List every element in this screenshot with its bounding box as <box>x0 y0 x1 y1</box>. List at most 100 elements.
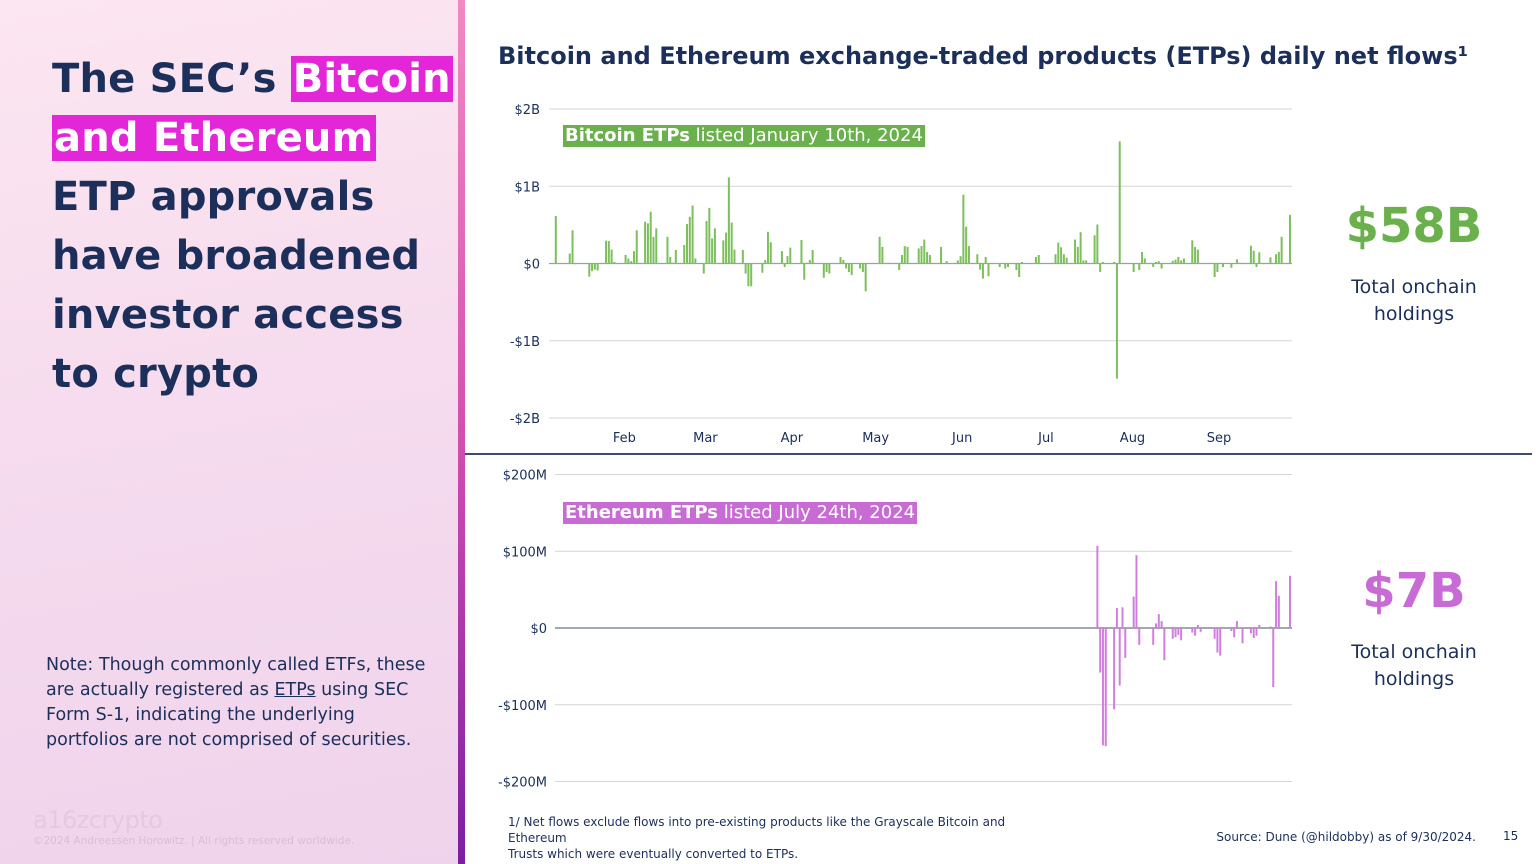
ethereum-flow-bar <box>1138 628 1141 645</box>
bitcoin-flow-bar <box>803 263 806 280</box>
bitcoin-flow-bar <box>1160 263 1163 269</box>
bitcoin-x-tick-label: Mar <box>693 431 718 446</box>
bitcoin-flow-bar <box>979 263 982 270</box>
etps-link[interactable]: ETPs <box>274 680 316 700</box>
bitcoin-y-tick-label: $1B <box>515 180 540 195</box>
title-text: The SEC’s <box>52 56 291 102</box>
eth-holdings-label: Total onchain holdings <box>1314 639 1514 693</box>
bitcoin-flow-bar <box>945 261 948 264</box>
bitcoin-flow-bar <box>1275 254 1278 264</box>
bitcoin-flow-bar <box>1216 263 1219 272</box>
bitcoin-flow-bar <box>959 256 962 264</box>
bitcoin-flow-bar <box>1101 261 1104 264</box>
ethereum-annotation: Ethereum ETPs listed July 24th, 2024 <box>563 502 918 524</box>
bitcoin-flow-bar <box>741 249 744 264</box>
ethereum-flow-bar <box>1249 628 1252 634</box>
bitcoin-flow-bar <box>730 222 733 264</box>
bitcoin-flow-bar <box>571 230 574 264</box>
bitcoin-flow-bar <box>878 236 881 264</box>
bitcoin-flow-bar <box>1141 251 1144 264</box>
bitcoin-flow-bar <box>1277 251 1280 264</box>
bitcoin-flow-bar <box>1076 246 1079 264</box>
bitcoin-flow-bar <box>627 258 630 264</box>
bitcoin-flow-bar <box>1235 259 1238 264</box>
bitcoin-flow-bar <box>806 262 809 264</box>
bitcoin-flow-bar <box>906 246 909 264</box>
bitcoin-flow-bar <box>1057 242 1060 264</box>
bitcoin-annotation: Bitcoin ETPs listed January 10th, 2024 <box>563 125 925 147</box>
bitcoin-flow-bar <box>1079 232 1082 264</box>
bitcoin-flow-bar <box>881 246 884 264</box>
bitcoin-flow-bar <box>666 236 669 264</box>
ethereum-flow-bar <box>1177 628 1180 635</box>
chart-title: Bitcoin and Ethereum exchange-traded pro… <box>498 42 1469 70</box>
bitcoin-flow-bar <box>850 263 853 276</box>
left-panel: The SEC’s Bitcoin and Ethereum ETP appro… <box>0 0 458 864</box>
bitcoin-flow-bar <box>744 263 747 274</box>
note-pre: Note: Though commonly called ETFs, these… <box>46 655 426 700</box>
bitcoin-flow-bar <box>733 249 736 264</box>
ethereum-flow-bar <box>1275 581 1278 628</box>
ethereum-flow-bar <box>1124 628 1127 658</box>
bitcoin-flow-bar <box>649 211 652 264</box>
title-line: ETP approvals <box>52 174 375 220</box>
bitcoin-flow-bar <box>1249 245 1252 264</box>
ethereum-flow-bar <box>1241 628 1244 644</box>
ethereum-flow-bar <box>1219 628 1222 656</box>
bitcoin-flow-bar <box>1115 263 1118 379</box>
bitcoin-flow-bar <box>725 232 728 264</box>
ethereum-flow-bar <box>1255 628 1258 636</box>
bitcoin-flow-bar <box>981 263 984 279</box>
bitcoin-flow-bar <box>1018 263 1021 278</box>
ethereum-flow-bar <box>1115 608 1118 628</box>
bitcoin-flow-bar <box>727 177 730 264</box>
bitcoin-flow-bar <box>688 216 691 264</box>
bitcoin-flow-bar <box>861 263 864 272</box>
ethereum-flow-bar <box>1132 596 1135 628</box>
ethereum-flow-bar <box>1194 628 1197 636</box>
bitcoin-x-tick-label: Sep <box>1207 431 1232 446</box>
bitcoin-flow-bar <box>928 255 931 264</box>
bitcoin-flow-bar <box>630 261 633 264</box>
chart-divider <box>465 453 1532 455</box>
ethereum-y-tick-label: $0 <box>530 622 547 637</box>
ethereum-flow-bar <box>1171 628 1174 639</box>
bitcoin-flow-bar <box>920 246 923 264</box>
label-line: Total onchain <box>1351 641 1477 663</box>
label-line: holdings <box>1373 303 1455 325</box>
bitcoin-flow-bar <box>956 260 959 264</box>
bitcoin-flow-bar <box>1118 141 1121 264</box>
note-post: using SEC Form S-1, indicating the under… <box>46 680 412 750</box>
bitcoin-flow-bar <box>632 251 635 264</box>
bitcoin-x-tick-label: Jul <box>1037 431 1054 446</box>
bitcoin-flow-bar <box>1085 260 1088 264</box>
bitcoin-flow-bar <box>1289 214 1291 264</box>
bitcoin-flow-bar <box>825 263 828 272</box>
label-line: Total onchain <box>1351 276 1477 298</box>
bitcoin-flow-bar <box>694 258 697 264</box>
bitcoin-y-tick-label: $2B <box>515 103 540 118</box>
bitcoin-flow-bar <box>624 255 627 264</box>
bitcoin-flow-bar <box>845 263 848 269</box>
bitcoin-flow-bar <box>884 263 887 264</box>
bitcoin-flow-bar <box>672 262 675 264</box>
bitcoin-flow-bar <box>898 263 901 271</box>
bitcoin-flow-bar <box>839 256 842 264</box>
bitcoin-flow-bar <box>1157 261 1160 264</box>
ethereum-flow-bar <box>1163 628 1166 661</box>
bitcoin-flow-bar <box>1194 246 1197 264</box>
ethereum-flow-bar <box>1216 628 1219 653</box>
bitcoin-flow-bar <box>887 262 889 264</box>
bitcoin-flow-bar <box>593 263 596 270</box>
slide-title: The SEC’s Bitcoin and Ethereum ETP appro… <box>52 50 453 404</box>
bitcoin-flow-bar <box>864 263 867 292</box>
bitcoin-x-tick-label: May <box>862 431 889 446</box>
bitcoin-flow-bar <box>1191 240 1194 264</box>
bitcoin-x-tick-label: Jun <box>951 431 972 446</box>
bitcoin-flow-bar <box>786 256 789 264</box>
footnote-line: 1/ Net flows exclude flows into pre-exis… <box>508 815 1006 845</box>
bitcoin-flow-bar <box>1180 260 1183 264</box>
page-number: 15 <box>1503 829 1519 843</box>
bitcoin-flow-bar <box>1093 235 1096 264</box>
bitcoin-flow-bar <box>554 215 557 264</box>
